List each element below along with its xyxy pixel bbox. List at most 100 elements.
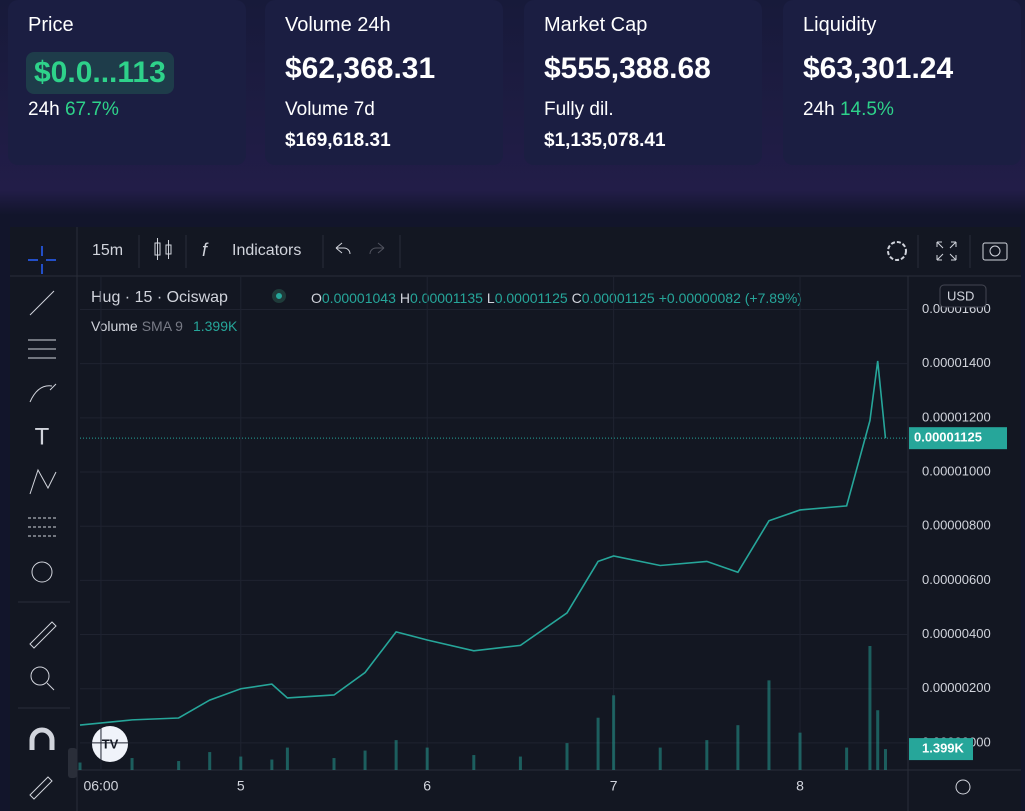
volume-bar: [239, 756, 243, 770]
volume-bar: [285, 747, 289, 770]
volume-bar: [798, 732, 802, 770]
label: O: [311, 290, 322, 306]
volume-bar: [705, 740, 709, 770]
label: Volume: [91, 318, 138, 334]
chart-widget: 15m f Indicators T TV Hug · 15 · Ociswap…: [10, 227, 1021, 811]
volume-bar: [596, 717, 600, 770]
volume-last-label: 1.399K: [922, 741, 965, 756]
card-sub-label: 24h: [28, 99, 60, 120]
card-sub-label: 24h: [803, 99, 835, 120]
x-tick-label: 06:00: [83, 778, 118, 794]
chart: 15m f Indicators T TV Hug · 15 · Ociswap…: [10, 227, 1021, 811]
value: 0.00001043: [322, 290, 396, 306]
currency-button[interactable]: [939, 284, 987, 308]
label: C: [572, 290, 582, 306]
y-tick-label: 0.00000800: [922, 518, 991, 533]
card-value: $0.0...113: [26, 52, 174, 94]
magnet-tool[interactable]: [29, 727, 55, 750]
volume-bar: [883, 749, 887, 770]
axes: 0.000000000.000002000.000004000.00000600…: [83, 301, 1007, 794]
y-tick-label: 0.00001400: [922, 355, 991, 370]
redo-icon[interactable]: [369, 242, 385, 255]
card-sub: 24h 67.7%: [28, 99, 119, 121]
card-sub-value: 67.7%: [64, 99, 119, 120]
ruler-tool[interactable]: [29, 621, 57, 649]
brush-tool[interactable]: [29, 383, 57, 403]
volume-bar: [177, 761, 181, 770]
card-sub: 24h 14.5%: [803, 99, 894, 121]
volume-bar: [394, 740, 398, 770]
volume-legend: Volume SMA 9 1.399K: [91, 318, 238, 334]
value: +0.00000082 (+7.89%): [659, 290, 802, 306]
card-sub-value: $1,135,078.41: [544, 130, 666, 151]
liquidity-card: Liquidity $63,301.24 24h 14.5%: [783, 0, 1021, 165]
price-series: [79, 360, 908, 726]
label: H: [400, 290, 410, 306]
volume-bar: [876, 710, 880, 770]
grid: [80, 277, 908, 770]
undo-icon[interactable]: [335, 242, 351, 255]
value: 1.399K: [193, 318, 238, 334]
settings-icon[interactable]: [887, 241, 907, 261]
volume-bar: [270, 759, 274, 770]
card-title: Volume 24h: [285, 14, 391, 36]
volume-bar: [736, 725, 740, 770]
emoji-tool[interactable]: [31, 561, 53, 583]
last-price-label: 0.00001125: [914, 430, 982, 445]
volume-bar: [332, 758, 336, 770]
volume-bars: [78, 646, 887, 770]
status-dot: [272, 289, 286, 303]
volume-bar: [425, 747, 429, 770]
volume-card: Volume 24h $62,368.31 Volume 7d $169,618…: [265, 0, 503, 165]
value: 0.00001125: [495, 290, 568, 306]
screenshot-icon[interactable]: [982, 242, 1008, 261]
interval-button[interactable]: 15m: [92, 242, 123, 259]
volume-bar: [363, 750, 367, 770]
card-sub-label: Fully dil.: [544, 99, 614, 120]
card-title: Liquidity: [803, 14, 877, 36]
volume-bar: [518, 756, 522, 770]
volume-bar: [868, 646, 872, 770]
volume-bar: [658, 747, 662, 770]
logo-mark: TV: [102, 736, 119, 751]
axis-settings-icon[interactable]: [955, 779, 971, 795]
volume-bar: [845, 747, 849, 770]
volume-bar: [78, 762, 82, 770]
value: 0.00001135: [410, 290, 483, 306]
volume-bar: [208, 752, 212, 770]
x-tick-label: 7: [610, 778, 618, 794]
crosshair-tool[interactable]: [28, 246, 56, 274]
pattern-tool[interactable]: [29, 468, 57, 495]
text-tool[interactable]: T: [35, 423, 50, 450]
y-tick-label: 0.00001200: [922, 409, 991, 424]
prediction-tool[interactable]: [28, 517, 56, 537]
y-tick-label: 0.00001000: [922, 463, 991, 478]
card-value: $62,368.31: [285, 52, 436, 85]
lock-tool[interactable]: [29, 776, 53, 800]
collapse-button[interactable]: [68, 748, 77, 778]
zoom-tool[interactable]: [30, 666, 55, 691]
fx-icon: f: [202, 240, 209, 260]
last-price-badge: [909, 427, 1007, 450]
fullscreen-icon[interactable]: [936, 241, 957, 261]
y-tick-label: 0.00000200: [922, 680, 991, 695]
card-sub-value: 14.5%: [839, 99, 894, 120]
fib-tool[interactable]: [28, 339, 56, 359]
label: L: [487, 290, 495, 306]
trendline-tool[interactable]: [29, 290, 55, 316]
volume-bar: [565, 743, 569, 770]
ohlc-legend: O0.00001043 H0.00001135 L0.00001125 C0.0000…: [311, 290, 802, 306]
card-sub-value: $169,618.31: [285, 130, 391, 151]
volume-bar: [612, 695, 616, 770]
volume-bar: [472, 755, 476, 770]
x-tick-label: 5: [237, 778, 245, 794]
price-card: Price $0.0...113 24h 67.7%: [8, 0, 246, 165]
card-title: Market Cap: [544, 14, 648, 36]
card-sub-label: Volume 7d: [285, 99, 375, 120]
currency-label[interactable]: USD: [947, 288, 974, 303]
candle-type-icon[interactable]: [154, 238, 172, 260]
indicators-button[interactable]: Indicators: [232, 242, 301, 259]
symbol-label: Hug · 15 · Ociswap: [91, 289, 228, 306]
volume-bar: [767, 680, 771, 770]
